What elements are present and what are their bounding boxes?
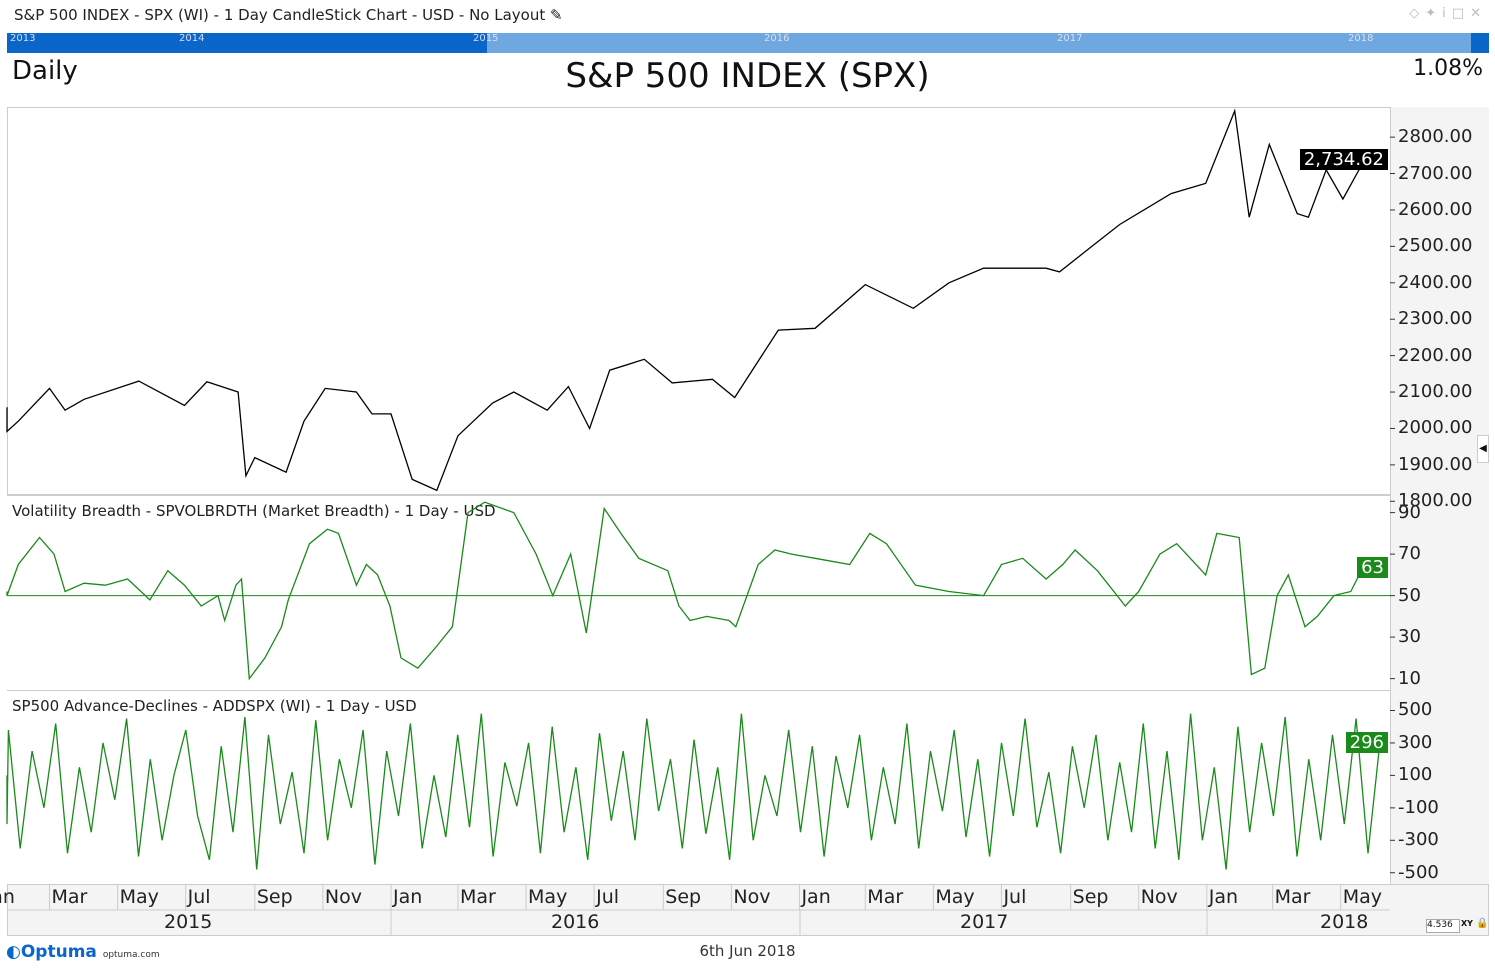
x-tick-label: Sep bbox=[665, 886, 702, 908]
brand-site: optuma.com bbox=[102, 950, 160, 960]
y-tick-label: 2300.00 bbox=[1398, 308, 1473, 330]
x-tick-label: Sep bbox=[1072, 886, 1109, 908]
y-tick-label: 1900.00 bbox=[1398, 453, 1473, 475]
x-tick-label: May bbox=[935, 886, 975, 908]
pin-icon[interactable]: ✦ bbox=[1425, 6, 1443, 21]
nav-year: 2016 bbox=[764, 33, 790, 44]
volatility-panel bbox=[7, 495, 1489, 690]
y-tick-label: 1800.00 bbox=[1398, 490, 1473, 512]
brand: Optuma bbox=[20, 942, 97, 962]
y-tick-label: 2100.00 bbox=[1398, 381, 1473, 403]
y-tick-label: -100 bbox=[1398, 796, 1439, 818]
x-tick-label: May bbox=[119, 886, 159, 908]
last-value-badge: 2,734.62 bbox=[1299, 148, 1388, 170]
volatility-title: Volatility Breadth - SPVOLBRDTH (Market … bbox=[12, 502, 496, 520]
lock-icon[interactable]: 🔒 bbox=[1476, 918, 1489, 929]
maximize-icon[interactable]: □ bbox=[1451, 6, 1471, 21]
y-tick-label: 30 bbox=[1398, 626, 1421, 648]
period-label: Daily bbox=[12, 56, 78, 86]
y-tick-label: 2000.00 bbox=[1398, 417, 1473, 439]
y-tick-label: 500 bbox=[1398, 699, 1433, 721]
x-tick-label: Sep bbox=[256, 886, 293, 908]
x-tick-label: Jul bbox=[187, 886, 211, 908]
x-tick-label: Nov bbox=[733, 886, 771, 908]
diamond-icon[interactable]: ◇ bbox=[1409, 6, 1426, 21]
x-tick-label: Nov bbox=[1140, 886, 1178, 908]
chart-date: 6th Jun 2018 bbox=[699, 942, 796, 960]
info-icon[interactable]: i bbox=[1442, 6, 1452, 21]
ad-panel bbox=[7, 690, 1489, 884]
nav-year: 2015 bbox=[473, 33, 499, 44]
y-tick-label: 2500.00 bbox=[1398, 235, 1473, 257]
y-tick-label: 90 bbox=[1398, 501, 1421, 523]
volatility-line bbox=[6, 501, 1381, 681]
y-tick-label: 2400.00 bbox=[1398, 271, 1473, 293]
y-tick-label: 2800.00 bbox=[1398, 126, 1473, 148]
close-icon[interactable]: ✕ bbox=[1470, 6, 1487, 21]
x-tick-label: Jan bbox=[393, 886, 423, 908]
y-tick-label: 2600.00 bbox=[1398, 198, 1473, 220]
main-title: S&P 500 INDEX (SPX) bbox=[565, 56, 930, 96]
x-tick-label: Jan bbox=[801, 886, 831, 908]
y-tick-label: 50 bbox=[1398, 584, 1421, 606]
x-tick-label: Mar bbox=[459, 886, 496, 908]
navigator-handle[interactable] bbox=[1471, 33, 1489, 53]
x-tick-label: Nov bbox=[324, 886, 363, 908]
chart-title: S&P 500 INDEX - SPX (WI) - 1 Day CandleS… bbox=[14, 6, 563, 24]
x-tick-label: Jan bbox=[1208, 886, 1239, 908]
x-tick-label: Jul bbox=[1003, 886, 1027, 908]
window-controls: ◇✦i□✕ bbox=[1409, 6, 1487, 21]
ad-line bbox=[6, 713, 1381, 870]
y-tick-label: 100 bbox=[1398, 764, 1433, 786]
nav-year: 2018 bbox=[1348, 33, 1374, 44]
x-tick-label: Jan bbox=[0, 886, 15, 908]
x-tick-label: Jul bbox=[596, 886, 620, 908]
navigator-past-region bbox=[7, 33, 487, 53]
change-percent: 1.08% bbox=[1413, 56, 1483, 81]
x-tick-label: May bbox=[1342, 886, 1382, 908]
y-tick-label: 2700.00 bbox=[1398, 162, 1473, 184]
last-value-badge: 63 bbox=[1357, 556, 1388, 578]
y-tick-label: 300 bbox=[1398, 731, 1433, 753]
x-year-label: 2016 bbox=[551, 911, 600, 933]
y-axis-area[interactable] bbox=[1390, 107, 1489, 884]
nav-year: 2014 bbox=[179, 33, 205, 44]
y-tick-label: -300 bbox=[1398, 829, 1439, 851]
xy-toggle[interactable]: XY bbox=[1461, 919, 1473, 928]
x-year-label: 2015 bbox=[164, 911, 213, 933]
title-text: S&P 500 INDEX - SPX (WI) - 1 Day CandleS… bbox=[14, 6, 546, 24]
y-tick-label: -500 bbox=[1398, 861, 1439, 883]
y-tick-label: 10 bbox=[1398, 667, 1421, 689]
y-tick-label: 70 bbox=[1398, 543, 1421, 565]
y-tick-label: 2200.00 bbox=[1398, 344, 1473, 366]
x-tick-label: Mar bbox=[1274, 886, 1311, 908]
x-tick-label: May bbox=[528, 886, 568, 908]
navigator-scrollbar[interactable]: 2013 2014 2015 2016 2017 2018 bbox=[7, 33, 1489, 53]
price-line bbox=[6, 108, 1381, 492]
nav-year: 2017 bbox=[1057, 33, 1083, 44]
collapse-arrow-icon[interactable]: ◀ bbox=[1477, 435, 1489, 463]
pencil-icon[interactable]: ✎ bbox=[550, 6, 563, 24]
x-tick-label: Mar bbox=[867, 886, 904, 908]
ad-title: SP500 Advance-Declines - ADDSPX (WI) - 1… bbox=[12, 697, 417, 715]
scale-value-field[interactable]: 4.536 bbox=[1426, 919, 1460, 933]
x-year-label: 2017 bbox=[960, 911, 1009, 933]
last-value-badge: 296 bbox=[1345, 731, 1388, 753]
x-year-label: 2018 bbox=[1320, 911, 1369, 933]
nav-year: 2013 bbox=[10, 33, 36, 44]
x-tick-label: Mar bbox=[51, 886, 88, 908]
optuma-logo: ◐Optuma optuma.com bbox=[6, 942, 160, 962]
